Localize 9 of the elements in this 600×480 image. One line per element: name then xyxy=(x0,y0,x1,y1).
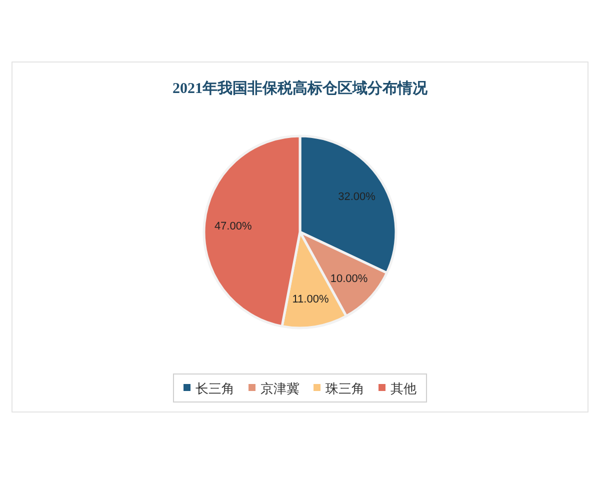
data-label: 32.00% xyxy=(338,190,376,203)
legend-label: 长三角 xyxy=(196,381,234,396)
legend-label: 京津冀 xyxy=(260,381,300,396)
data-label: 47.00% xyxy=(214,220,252,233)
legend-label: 其他 xyxy=(390,381,416,396)
data-label: 11.00% xyxy=(292,293,329,306)
legend-label: 珠三角 xyxy=(326,381,364,396)
chart-title: 2021年我国非保税高标仓区域分布情况 xyxy=(172,79,428,97)
data-label: 10.00% xyxy=(330,273,368,285)
